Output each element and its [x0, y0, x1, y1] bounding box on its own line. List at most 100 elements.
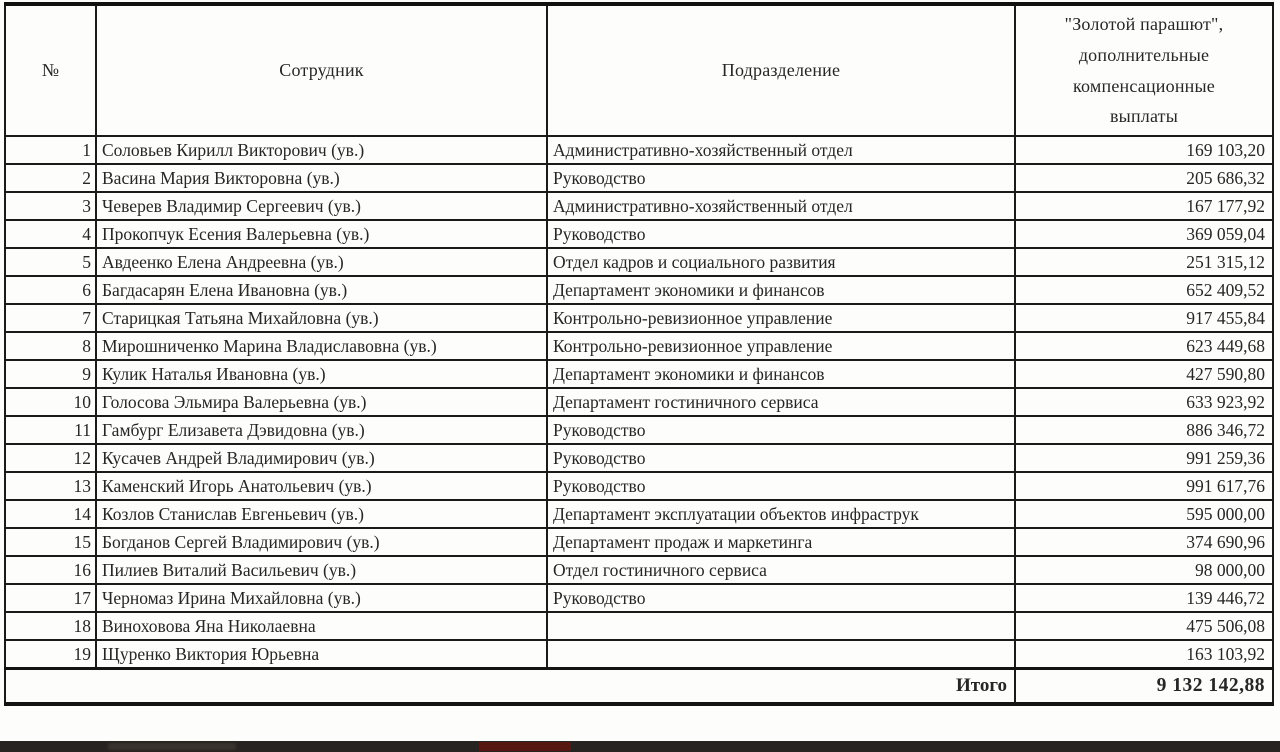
amount-cell: 98 000,00: [1014, 555, 1274, 585]
employee-cell: Козлов Станислав Евгеньевич (ув.): [95, 499, 548, 529]
row-number-cell: 2: [4, 163, 97, 193]
table-row: 2 Васина Мария Викторовна (ув.) Руководс…: [4, 163, 1274, 193]
row-number-cell: 14: [4, 499, 97, 529]
amount-cell: 633 923,92: [1014, 387, 1274, 417]
amount-cell: 169 103,20: [1014, 135, 1274, 165]
amount-cell: 369 059,04: [1014, 219, 1274, 249]
row-number-cell: 9: [4, 359, 97, 389]
amount-cell: 917 455,84: [1014, 303, 1274, 333]
row-number-cell: 16: [4, 555, 97, 585]
department-cell: Руководство: [546, 219, 1016, 249]
employee-cell: Кусачев Андрей Владимирович (ув.): [95, 443, 548, 473]
row-number-cell: 3: [4, 191, 97, 221]
employee-cell: Пилиев Виталий Васильевич (ув.): [95, 555, 548, 585]
employee-cell: Виноховова Яна Николаевна: [95, 611, 548, 641]
employee-cell: Голосова Эльмира Валерьевна (ув.): [95, 387, 548, 417]
employee-cell: Соловьев Кирилл Викторович (ув.): [95, 135, 548, 165]
amount-cell: 991 259,36: [1014, 443, 1274, 473]
row-number-cell: 15: [4, 527, 97, 557]
department-cell: [546, 611, 1016, 641]
table-row: 7 Старицкая Татьяна Михайловна (ув.) Кон…: [4, 303, 1274, 333]
department-cell: Департамент продаж и маркетинга: [546, 527, 1016, 557]
table-row: 12 Кусачев Андрей Владимирович (ув.) Рук…: [4, 443, 1274, 473]
department-cell: Административно-хозяйственный отдел: [546, 191, 1016, 221]
amount-cell: 991 617,76: [1014, 471, 1274, 501]
amount-cell: 595 000,00: [1014, 499, 1274, 529]
department-cell: Руководство: [546, 163, 1016, 193]
table-row: 16 Пилиев Виталий Васильевич (ув.) Отдел…: [4, 555, 1274, 585]
amount-cell: 623 449,68: [1014, 331, 1274, 361]
department-cell: Административно-хозяйственный отдел: [546, 135, 1016, 165]
row-number-cell: 19: [4, 639, 97, 670]
row-number-cell: 8: [4, 331, 97, 361]
row-number-cell: 11: [4, 415, 97, 445]
column-header-amount: "Золотой парашют", дополнительные компен…: [1014, 3, 1274, 137]
row-number-cell: 4: [4, 219, 97, 249]
table-row: 17 Черномаз Ирина Михайловна (ув.) Руков…: [4, 583, 1274, 613]
table-row: 14 Козлов Станислав Евгеньевич (ув.) Деп…: [4, 499, 1274, 529]
table-header: № Сотрудник Подразделение "Золотой параш…: [4, 3, 1274, 137]
employee-cell: Авдеенко Елена Андреевна (ув.): [95, 247, 548, 277]
department-cell: Контрольно-ревизионное управление: [546, 303, 1016, 333]
table-row: 6 Багдасарян Елена Ивановна (ув.) Департ…: [4, 275, 1274, 305]
employee-cell: Богданов Сергей Владимирович (ув.): [95, 527, 548, 557]
column-header-number: №: [4, 3, 97, 137]
table-row: 10 Голосова Эльмира Валерьевна (ув.) Деп…: [4, 387, 1274, 417]
amount-cell: 374 690,96: [1014, 527, 1274, 557]
amount-cell: 475 506,08: [1014, 611, 1274, 641]
amount-cell: 139 446,72: [1014, 583, 1274, 613]
table-row: 3 Чеверев Владимир Сергеевич (ув.) Админ…: [4, 191, 1274, 221]
amount-cell: 167 177,92: [1014, 191, 1274, 221]
bottom-red-mark: [479, 742, 571, 751]
employee-cell: Чеверев Владимир Сергеевич (ув.): [95, 191, 548, 221]
header-row: № Сотрудник Подразделение "Золотой параш…: [4, 3, 1274, 137]
employee-cell: Васина Мария Викторовна (ув.): [95, 163, 548, 193]
row-number-cell: 13: [4, 471, 97, 501]
amount-cell: 427 590,80: [1014, 359, 1274, 389]
department-cell: Департамент эксплуатации объектов инфрас…: [546, 499, 1016, 529]
employee-cell: Багдасарян Елена Ивановна (ув.): [95, 275, 548, 305]
row-number-cell: 10: [4, 387, 97, 417]
amount-cell: 205 686,32: [1014, 163, 1274, 193]
table-body: 1 Соловьев Кирилл Викторович (ув.) Админ…: [4, 135, 1274, 670]
table-row: 19 Щуренко Виктория Юрьевна 163 103,92: [4, 639, 1274, 670]
total-row: Итого 9 132 142,88: [4, 667, 1274, 705]
amount-cell: 251 315,12: [1014, 247, 1274, 277]
amount-cell: 652 409,52: [1014, 275, 1274, 305]
department-cell: Руководство: [546, 583, 1016, 613]
table-row: 15 Богданов Сергей Владимирович (ув.) Де…: [4, 527, 1274, 557]
bottom-edge-bar: [0, 741, 1280, 752]
amount-cell: 886 346,72: [1014, 415, 1274, 445]
table-row: 5 Авдеенко Елена Андреевна (ув.) Отдел к…: [4, 247, 1274, 277]
row-number-cell: 17: [4, 583, 97, 613]
column-header-department: Подразделение: [546, 3, 1016, 137]
department-cell: Департамент экономики и финансов: [546, 359, 1016, 389]
bottom-smudge-mark: [108, 743, 236, 750]
table-row: 8 Мирошниченко Марина Владиславовна (ув.…: [4, 331, 1274, 361]
row-number-cell: 6: [4, 275, 97, 305]
table-row: 13 Каменский Игорь Анатольевич (ув.) Рук…: [4, 471, 1274, 501]
department-cell: Отдел кадров и социального развития: [546, 247, 1016, 277]
employee-cell: Каменский Игорь Анатольевич (ув.): [95, 471, 548, 501]
employee-cell: Черномаз Ирина Михайловна (ув.): [95, 583, 548, 613]
amount-cell: 163 103,92: [1014, 639, 1274, 670]
row-number-cell: 5: [4, 247, 97, 277]
department-cell: Контрольно-ревизионное управление: [546, 331, 1016, 361]
compensation-table: № Сотрудник Подразделение "Золотой параш…: [4, 2, 1274, 706]
table-row: 11 Гамбург Елизавета Дэвидовна (ув.) Рук…: [4, 415, 1274, 445]
total-amount-cell: 9 132 142,88: [1014, 667, 1274, 705]
table-row: 18 Виноховова Яна Николаевна 475 506,08: [4, 611, 1274, 641]
department-cell: Руководство: [546, 415, 1016, 445]
table-footer: Итого 9 132 142,88: [4, 667, 1274, 705]
row-number-cell: 1: [4, 135, 97, 165]
row-number-cell: 12: [4, 443, 97, 473]
department-cell: Руководство: [546, 443, 1016, 473]
department-cell: Отдел гостиничного сервиса: [546, 555, 1016, 585]
employee-cell: Щуренко Виктория Юрьевна: [95, 639, 548, 670]
row-number-cell: 18: [4, 611, 97, 641]
total-label-cell: Итого: [4, 667, 1016, 705]
table-row: 4 Прокопчук Есения Валерьевна (ув.) Руко…: [4, 219, 1274, 249]
row-number-cell: 7: [4, 303, 97, 333]
column-header-employee: Сотрудник: [95, 3, 548, 137]
